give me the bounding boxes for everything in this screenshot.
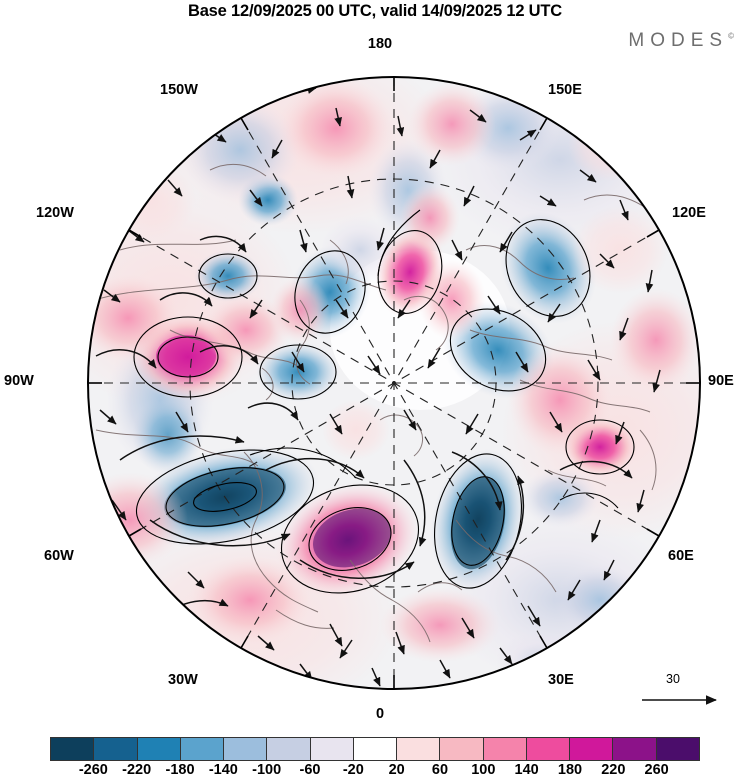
meridian-label-90e: 90E <box>708 373 734 389</box>
colorbar-tick: 140 <box>514 762 539 778</box>
colorbar-segment <box>267 738 311 760</box>
colorbar-segment <box>137 738 181 760</box>
meridian-label-0: 0 <box>375 706 385 722</box>
meridian-label-150w: 150W <box>160 82 198 98</box>
colorbar-tick: -60 <box>299 762 321 778</box>
colorbar-segment <box>483 738 527 760</box>
coastlines <box>94 163 657 643</box>
modes-logo-text: MODES <box>628 30 729 51</box>
colorbar-tick: -260 <box>78 762 108 778</box>
rim-ticks <box>88 77 700 689</box>
vector-scale-arrow-icon <box>642 695 717 705</box>
colorbar-tick: 260 <box>644 762 669 778</box>
meridian-label-120w: 120W <box>36 205 74 221</box>
colorbar-tick: 100 <box>471 762 496 778</box>
colorbar-segment <box>353 738 398 760</box>
colorbar-tick: -180 <box>165 762 195 778</box>
contour-lines <box>133 209 635 594</box>
colorbar-segment <box>526 738 571 760</box>
page-title: Base 12/09/2025 00 UTC, valid 14/09/2025… <box>187 2 562 20</box>
meridian-label-60w: 60W <box>44 548 74 564</box>
colorbar-tick: 180 <box>557 762 583 778</box>
colorbar-tick: 60 <box>431 762 449 778</box>
polar-map-canvas <box>87 76 701 690</box>
graticule <box>88 77 700 689</box>
colorbar-tick: -100 <box>252 762 282 778</box>
colorbar-segment <box>656 738 699 760</box>
colorbar <box>50 737 700 761</box>
meridian-label-180: 180 <box>367 36 393 52</box>
vector-scale-key: 30 <box>640 672 736 716</box>
colorbar-tick: 220 <box>601 762 626 778</box>
colorbar-tick-labels: -260 -220 -180 -140 -100 -60 -20 20 60 100 140 180 2… <box>0 762 750 782</box>
colorbar-segment <box>440 738 484 760</box>
colorbar-segment <box>613 738 657 760</box>
colorbar-segment <box>397 738 441 760</box>
meridian-label-30w: 30W <box>168 672 198 688</box>
colorbar-segment <box>570 738 614 760</box>
colorbar-segment <box>224 738 268 760</box>
meridian-label-30e: 30E <box>548 672 574 688</box>
colorbar-tick: -220 <box>122 762 152 778</box>
vector-scale-value: 30 <box>666 672 680 686</box>
colorbar-segment <box>51 738 95 760</box>
meridian-label-150e: 150E <box>548 82 582 98</box>
colorbar-tick: -20 <box>342 762 364 778</box>
modes-logo: MODES© <box>628 30 734 52</box>
colorbar-tick: -140 <box>208 762 238 778</box>
map-field <box>87 76 701 690</box>
colorbar-segment <box>310 738 354 760</box>
polar-map: 180 150W 120W 90W 60W 30W 0 30E 60E 90E … <box>4 36 734 722</box>
colorbar-tick: 20 <box>388 762 405 778</box>
colorbar-segment <box>94 738 138 760</box>
colorbar-segment <box>180 738 225 760</box>
copyright-icon: © <box>728 31 734 41</box>
meridian-label-90w: 90W <box>4 373 34 389</box>
meridian-label-60e: 60E <box>668 548 694 564</box>
meridian-label-120e: 120E <box>672 205 706 221</box>
